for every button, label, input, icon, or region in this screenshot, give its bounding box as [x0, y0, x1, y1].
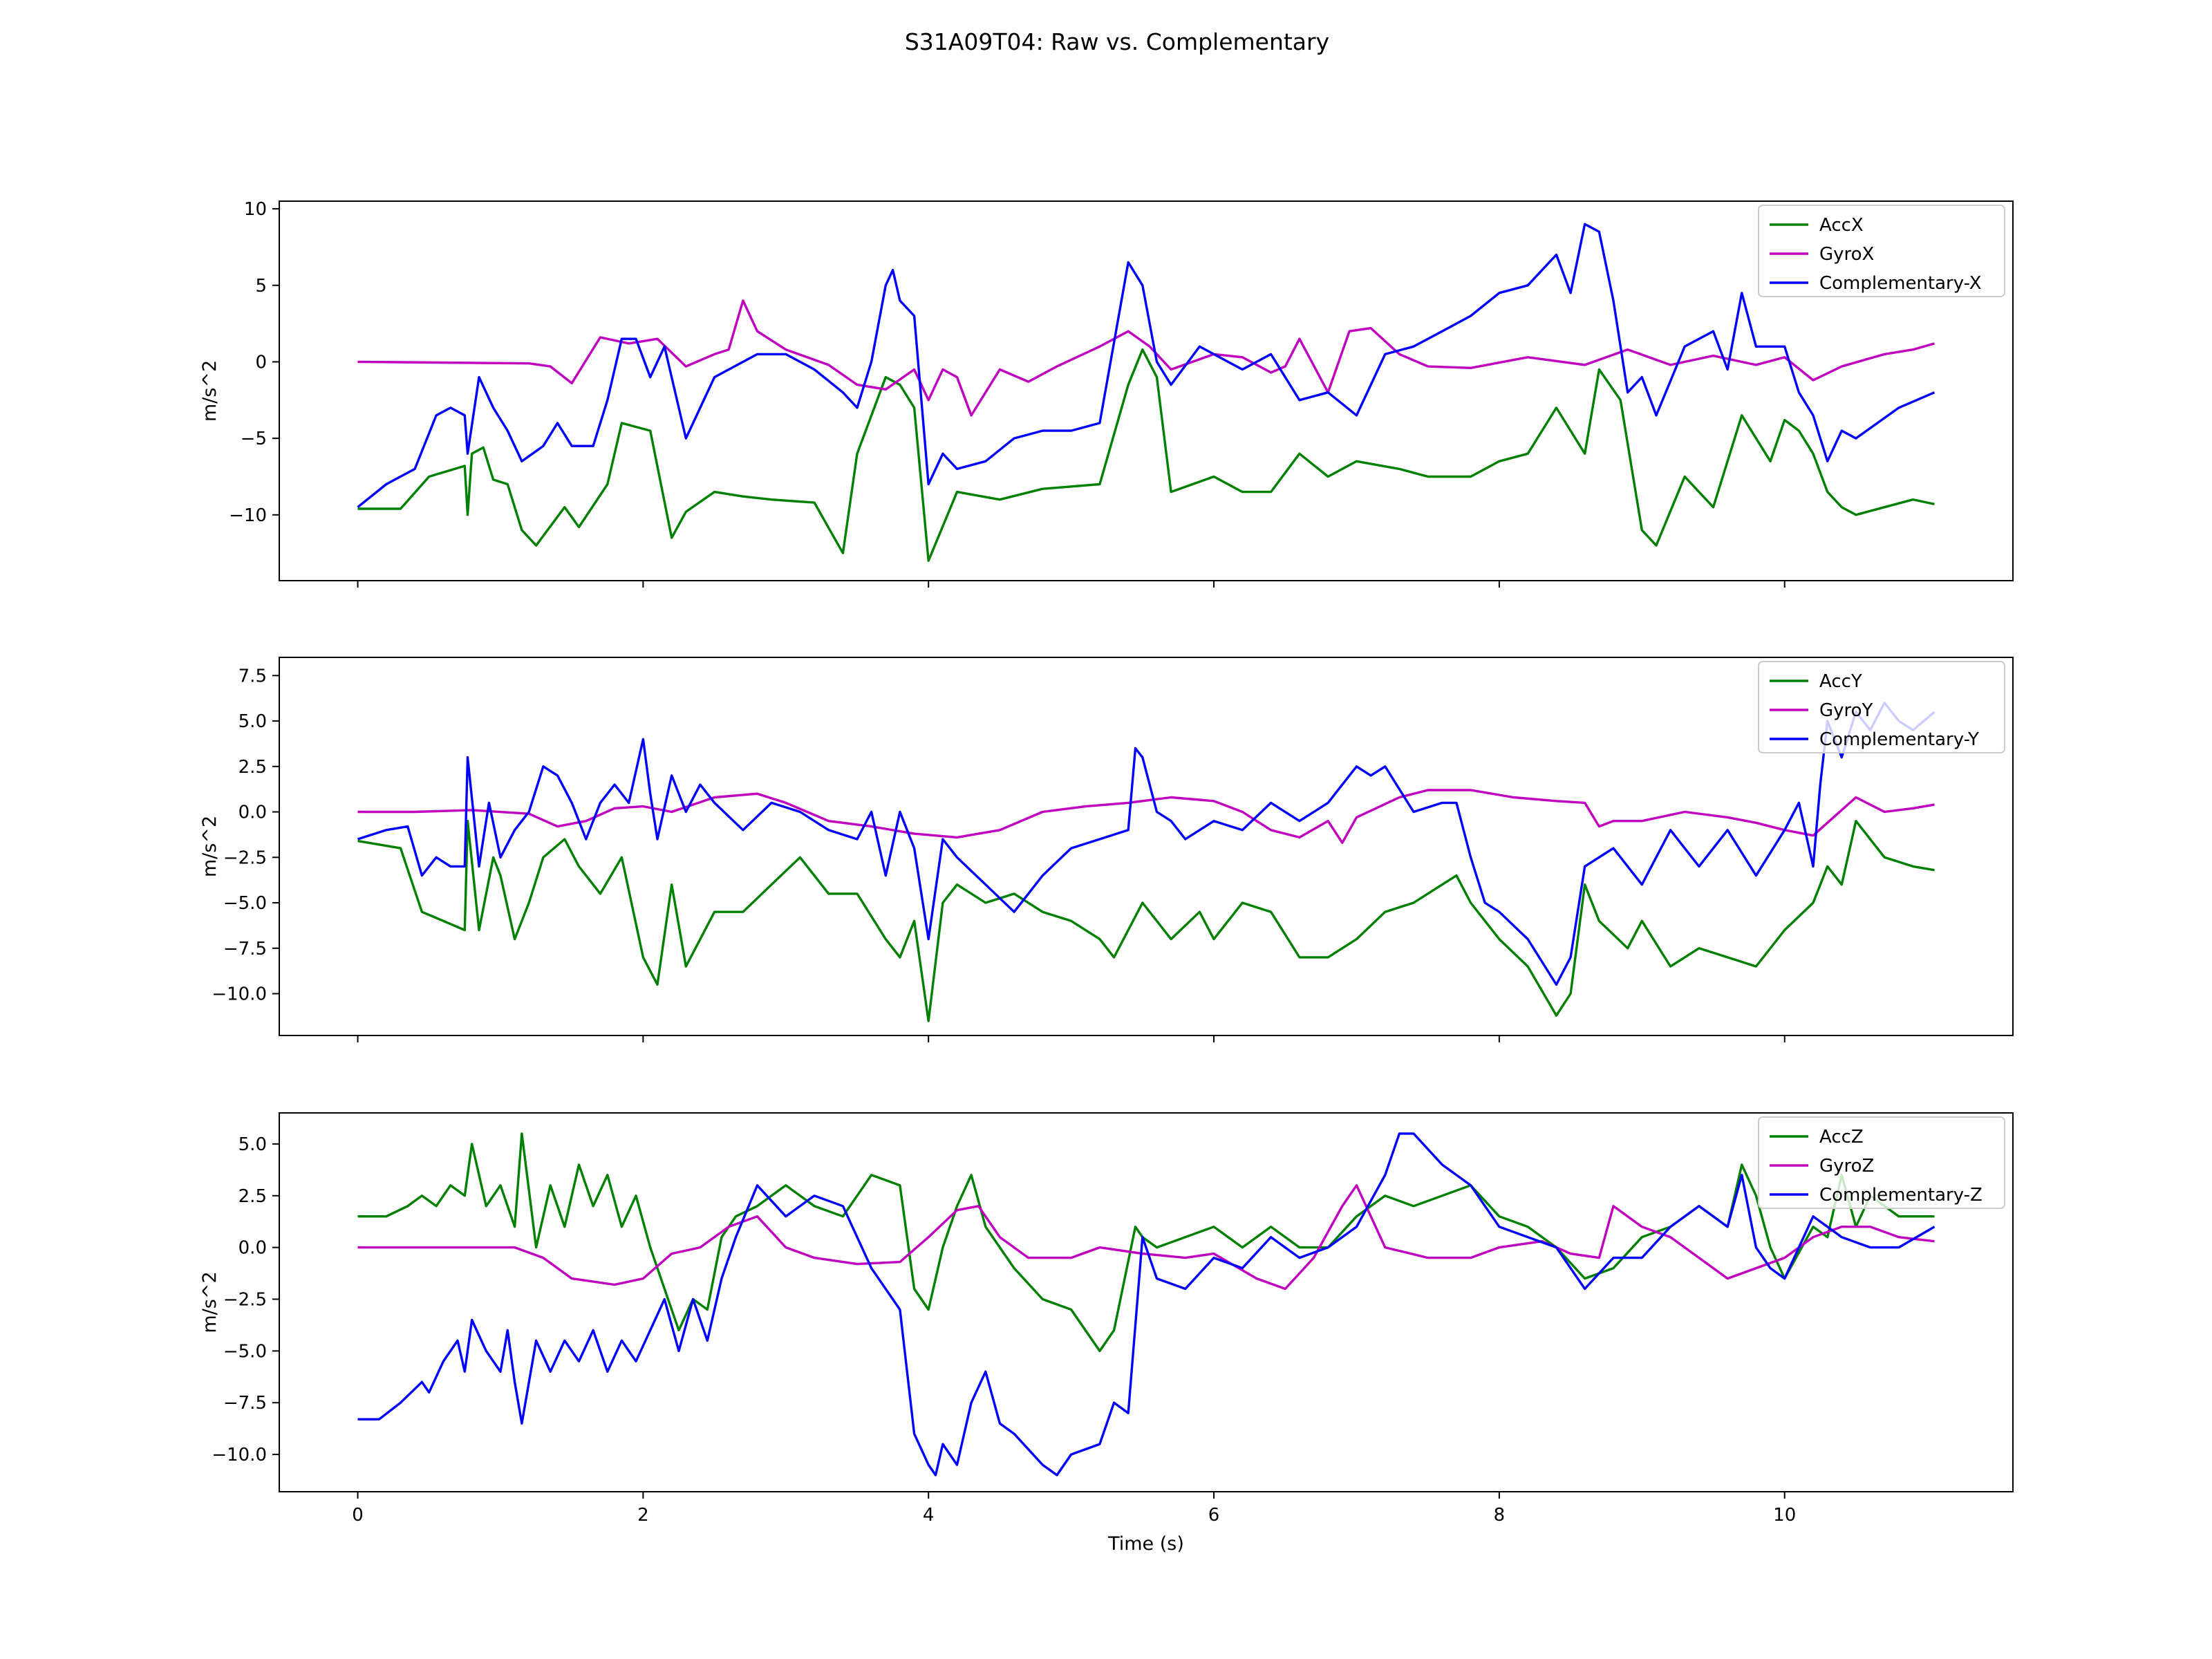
legend-label: GyroX — [1819, 244, 1874, 265]
x-tick-label: 6 — [1208, 1505, 1220, 1526]
series-line-complementary-z — [357, 1132, 1936, 1477]
y-tick-label: 7.5 — [238, 666, 267, 686]
y-tick-label: −10 — [229, 505, 267, 526]
y-tick-label: 0.0 — [238, 1238, 267, 1259]
subplots: 10 5 0 −5 −10 m/s^2 AccX GyroX Complementary-X 7.… — [199, 199, 2014, 1526]
y-tick-label: 5.0 — [238, 1134, 267, 1155]
subplot-3: 5.0 2.5 0.0 −2.5 −5.0 −7.5 −10.0 0 2 4 6 8 10 m/s^2 Ac… — [199, 1112, 2014, 1526]
legend-label: GyroZ — [1819, 1156, 1874, 1177]
legend: AccZ GyroZ Complementary-Z — [1758, 1116, 2005, 1209]
y-tick-label: 0.0 — [238, 803, 267, 823]
series-line-gyroy — [357, 789, 1935, 844]
subplot-1: 10 5 0 −5 −10 m/s^2 AccX GyroX Complementary-X — [199, 199, 2014, 588]
y-tick-label: 5 — [255, 276, 267, 297]
y-tick-label: −7.5 — [223, 1393, 267, 1414]
chart-title: S31A09T04: Raw vs. Complementary — [905, 28, 1329, 55]
series-line-complementary-y — [357, 702, 1936, 986]
y-tick-label: 5.0 — [238, 711, 267, 732]
legend-label: AccZ — [1819, 1127, 1864, 1147]
series-group — [357, 1132, 1936, 1477]
y-tick-label: 0 — [255, 352, 267, 373]
series-group — [357, 223, 1936, 562]
x-tick-label: 0 — [352, 1505, 364, 1526]
legend: AccX GyroX Complementary-X — [1758, 205, 2005, 297]
x-axis-label: Time (s) — [1107, 1533, 1184, 1555]
axes-frame — [279, 1112, 2014, 1492]
x-tick-label: 8 — [1494, 1505, 1506, 1526]
y-tick-label: 2.5 — [238, 1186, 267, 1207]
legend-box — [1758, 661, 2005, 753]
series-group — [357, 702, 1936, 1022]
legend-label: AccX — [1819, 215, 1864, 236]
legend-label: Complementary-X — [1819, 273, 1982, 294]
subplot-2: 7.5 5.0 2.5 0.0 −2.5 −5.0 −7.5 −10.0 m/s^2 AccY Gy… — [199, 657, 2014, 1042]
series-line-complementary-x — [357, 223, 1936, 509]
legend-label: GyroY — [1819, 700, 1873, 721]
legend-label: AccY — [1819, 671, 1862, 692]
legend-box — [1758, 205, 2005, 297]
x-tick-label: 10 — [1773, 1505, 1796, 1526]
legend: AccY GyroY Complementary-Y — [1758, 661, 2005, 753]
y-axis-label: m/s^2 — [199, 360, 221, 422]
y-tick-label: −2.5 — [223, 1290, 267, 1311]
y-tick-label: −7.5 — [223, 939, 267, 959]
x-tick-label: 4 — [923, 1505, 935, 1526]
axes-frame — [279, 200, 2014, 581]
legend-label: Complementary-Y — [1819, 729, 1979, 750]
y-axis-label: m/s^2 — [199, 816, 221, 877]
series-line-gyrox — [357, 299, 1935, 417]
axes-frame — [279, 657, 2014, 1036]
y-tick-label: 10 — [244, 199, 267, 220]
y-tick-label: −10.0 — [212, 1445, 267, 1465]
y-axis-label: m/s^2 — [199, 1271, 221, 1333]
y-tick-label: −5.0 — [223, 893, 267, 914]
y-tick-label: −2.5 — [223, 847, 267, 868]
legend-label: Complementary-Z — [1819, 1185, 1983, 1206]
y-tick-label: −5 — [241, 429, 267, 449]
x-tick-label: 2 — [637, 1505, 649, 1526]
y-tick-label: 2.5 — [238, 757, 267, 778]
y-tick-label: −10.0 — [212, 984, 267, 1005]
series-line-accx — [357, 348, 1935, 562]
legend-box — [1758, 1116, 2005, 1209]
series-line-accy — [357, 819, 1935, 1022]
y-tick-label: −5.0 — [223, 1341, 267, 1362]
